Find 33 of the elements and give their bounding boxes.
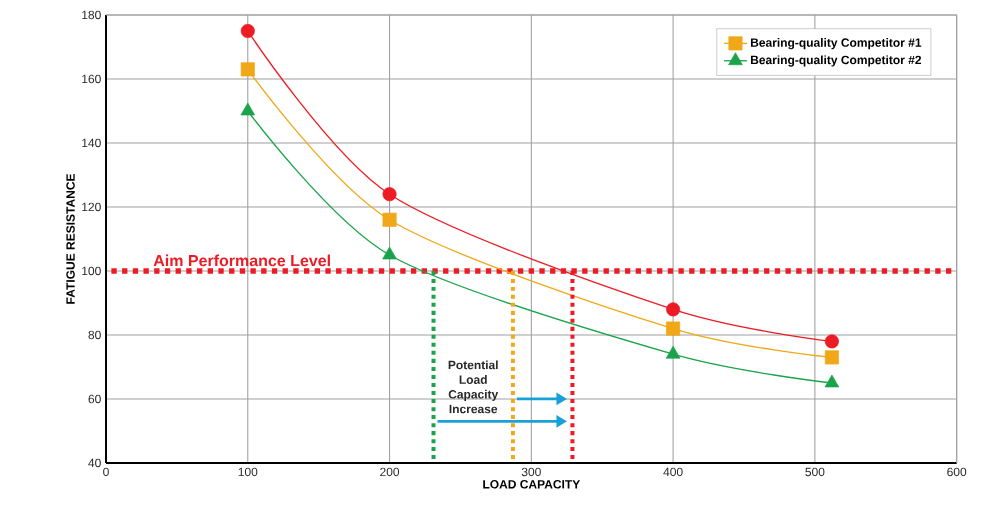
legend-label: Bearing-quality Competitor #1 bbox=[750, 38, 922, 50]
x-tick-label: 400 bbox=[663, 467, 683, 477]
x-tick-label: 200 bbox=[380, 467, 400, 477]
x-axis-title: LOAD CAPACITY bbox=[483, 480, 581, 489]
y-axis-title: FATIGUE RESISTANCE bbox=[66, 174, 75, 304]
point bbox=[240, 62, 255, 77]
point bbox=[824, 350, 839, 365]
y-tick-label: 80 bbox=[88, 330, 101, 340]
point bbox=[382, 246, 397, 260]
y-tick-label: 180 bbox=[82, 10, 101, 20]
ref-line-label: Aim Performance Level bbox=[153, 254, 330, 267]
y-tick-label: 60 bbox=[88, 394, 101, 404]
point bbox=[666, 302, 681, 317]
x-tick-label: 600 bbox=[947, 467, 967, 477]
point bbox=[240, 102, 256, 116]
point bbox=[824, 334, 839, 349]
point bbox=[382, 212, 397, 227]
y-tick-label: 100 bbox=[82, 266, 101, 276]
point bbox=[665, 345, 681, 359]
y-tick-label: 40 bbox=[88, 458, 101, 468]
point bbox=[666, 321, 681, 336]
y-tick-label: 160 bbox=[82, 74, 101, 84]
point bbox=[382, 187, 397, 202]
point bbox=[824, 374, 840, 388]
x-tick-label: 100 bbox=[238, 467, 258, 477]
point bbox=[240, 23, 255, 38]
y-tick-label: 140 bbox=[82, 138, 101, 148]
legend-label: Bearing-quality Competitor #2 bbox=[750, 55, 922, 67]
x-tick-label: 300 bbox=[521, 467, 541, 477]
annotation: Potential Load Capacity Increase bbox=[448, 360, 499, 414]
y-tick-label: 120 bbox=[82, 202, 101, 212]
x-tick-label: 0 bbox=[103, 467, 109, 477]
x-tick-label: 500 bbox=[805, 467, 825, 477]
